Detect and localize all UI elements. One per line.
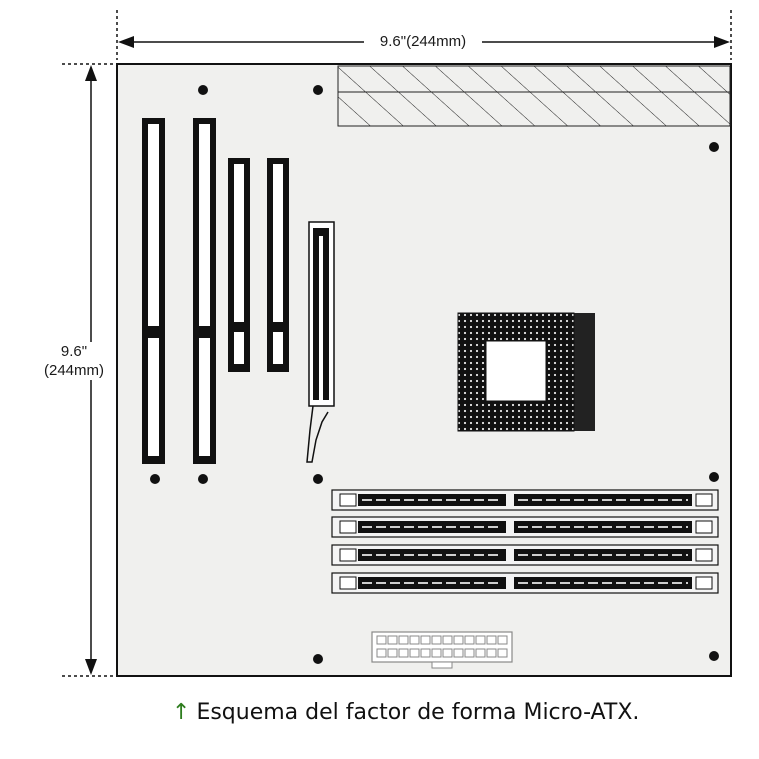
arrowhead-left xyxy=(118,36,134,48)
arrowhead-bottom xyxy=(85,659,97,675)
mounting-hole xyxy=(313,85,323,95)
mounting-hole xyxy=(709,142,719,152)
io-panel xyxy=(337,65,731,127)
power-connector xyxy=(371,631,513,669)
mounting-hole xyxy=(198,85,208,95)
height-dimension-label: 9.6" (244mm) xyxy=(32,342,116,380)
agp-slot xyxy=(306,221,335,463)
dimm-slot xyxy=(331,516,719,538)
mounting-hole xyxy=(709,651,719,661)
expansion-slot-short xyxy=(267,158,289,372)
expansion-slot-short xyxy=(228,158,250,372)
arrowhead-top xyxy=(85,65,97,81)
caption-text: Esquema del factor de forma Micro-ATX. xyxy=(196,700,640,725)
dimm-slot xyxy=(331,489,719,511)
expansion-slot xyxy=(193,118,216,464)
mounting-holes xyxy=(150,85,719,664)
dimm-slot xyxy=(331,544,719,566)
mounting-hole xyxy=(198,474,208,484)
mounting-hole xyxy=(313,654,323,664)
up-arrow-icon: ↑ xyxy=(172,700,191,725)
height-mm: (244mm) xyxy=(43,362,104,379)
width-dimension-label: 9.6"(244mm) xyxy=(364,32,482,51)
figure-caption: ↑ Esquema del factor de forma Micro-ATX. xyxy=(172,700,639,725)
arrowhead-right xyxy=(714,36,730,48)
height-value: 9.6" xyxy=(60,343,88,360)
mounting-hole xyxy=(150,474,160,484)
mounting-hole xyxy=(313,474,323,484)
dimm-slot xyxy=(331,572,719,594)
expansion-slot xyxy=(142,118,165,464)
cpu-socket xyxy=(457,312,595,432)
mounting-hole xyxy=(709,472,719,482)
